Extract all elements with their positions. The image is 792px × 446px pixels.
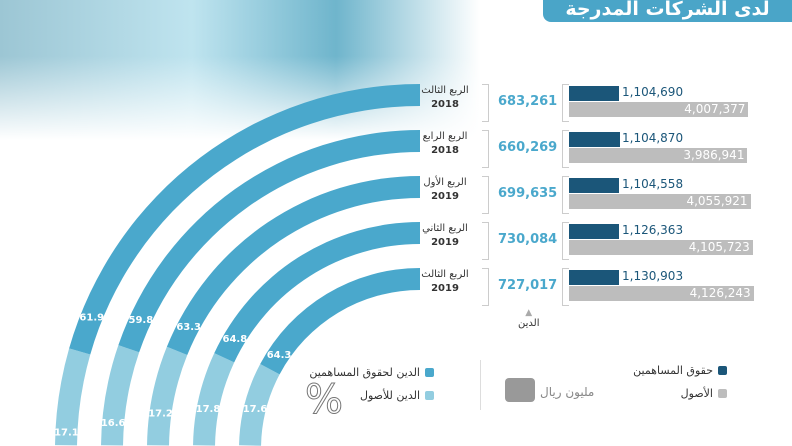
bracket xyxy=(562,84,569,122)
bracket xyxy=(482,222,489,260)
legend-assets: الأصول xyxy=(681,387,727,400)
bracket xyxy=(482,176,489,214)
debt-axis-label: الدين xyxy=(518,318,540,329)
legend-debt-assets-label: الدين للأصول xyxy=(359,389,420,402)
quarter-label: الربع الثالث 2018 xyxy=(410,84,480,112)
quarter-label: الربع الثاني 2019 xyxy=(410,222,480,250)
debt-assets-arc xyxy=(239,364,280,446)
legend-debt-assets: الدين للأصول xyxy=(360,389,434,402)
debt-equity-swatch xyxy=(425,368,434,377)
debt-equity-arc xyxy=(118,130,420,353)
debt-equity-arc xyxy=(166,176,420,355)
quarter-label: الربع الأول 2019 xyxy=(410,176,480,204)
assets-bar: 4,126,243 xyxy=(569,286,754,301)
debt-to-assets-pct-label: 17.2 xyxy=(148,409,173,420)
bracket xyxy=(562,130,569,168)
equity-bar xyxy=(569,270,620,285)
equity-swatch xyxy=(718,366,727,375)
debt-assets-arc xyxy=(147,346,188,446)
quarter-row: الربع الثاني 2019 730,084 1,126,363 4,105… xyxy=(410,222,790,262)
quarter-row: الربع الرابع 2018 660,269 1,104,870 3,986… xyxy=(410,130,790,170)
wallet-icon xyxy=(505,378,535,402)
quarter-name: الربع الرابع xyxy=(422,131,468,142)
page-title: لدى الشركات المدرجة xyxy=(543,0,792,22)
debt-to-equity-pct-label: 64.8 xyxy=(223,334,248,345)
debt-axis: ▲ الدين xyxy=(518,308,539,329)
bracket xyxy=(562,268,569,306)
debt-assets-arc xyxy=(101,345,140,446)
legend-debt-equity: الدين لحقوق المساهمين xyxy=(309,366,434,379)
quarter-label: الربع الرابع 2018 xyxy=(410,130,480,158)
quarter-year: 2019 xyxy=(431,237,459,248)
debt-equity-arc xyxy=(214,222,420,363)
equity-value: 1,104,690 xyxy=(622,85,684,99)
debt-value: 730,084 xyxy=(498,232,558,247)
debt-to-equity-pct-label: 59.8 xyxy=(129,315,154,326)
triangle-up-icon: ▲ xyxy=(525,308,533,318)
debt-to-equity-pct-label: 61.9 xyxy=(79,312,104,323)
equity-value: 1,104,558 xyxy=(622,177,684,191)
bracket xyxy=(482,84,489,122)
debt-value: 683,261 xyxy=(498,94,558,109)
equity-bar xyxy=(569,86,620,101)
assets-bar: 4,105,723 xyxy=(569,240,753,255)
quarter-row: الربع الثالث 2019 727,017 1,130,903 4,126… xyxy=(410,268,790,308)
debt-to-assets-pct-label: 17.6 xyxy=(243,404,268,415)
bracket xyxy=(482,268,489,306)
equity-value: 1,130,903 xyxy=(622,269,684,283)
background-fade xyxy=(0,0,480,140)
debt-value: 699,635 xyxy=(498,186,558,201)
quarter-year: 2019 xyxy=(431,283,459,294)
divider xyxy=(480,360,481,410)
quarter-row: الربع الأول 2019 699,635 1,104,558 4,055,… xyxy=(410,176,790,216)
assets-swatch xyxy=(718,389,727,398)
debt-assets-arc xyxy=(55,348,91,446)
debt-equity-arc xyxy=(69,84,421,355)
assets-bar: 4,007,377 xyxy=(569,102,749,117)
bracket xyxy=(482,130,489,168)
quarter-name: الربع الثالث xyxy=(421,269,469,280)
quarter-label: الربع الثالث 2019 xyxy=(410,268,480,296)
quarter-row: الربع الثالث 2018 683,261 1,104,690 4,007… xyxy=(410,84,790,124)
assets-bar: 3,986,941 xyxy=(569,148,748,163)
equity-bar xyxy=(569,178,619,193)
assets-bar: 4,055,921 xyxy=(569,194,751,209)
debt-to-assets-pct-label: 16.6 xyxy=(101,418,126,429)
quarter-year: 2019 xyxy=(431,191,459,202)
bracket xyxy=(562,176,569,214)
percent-icon: % xyxy=(304,377,344,423)
debt-to-assets-pct-label: 17.1 xyxy=(54,428,79,439)
legend-assets-label: الأصول xyxy=(680,387,713,400)
debt-equity-arc xyxy=(260,268,420,375)
legend-unit: مليون ريال xyxy=(540,385,595,399)
debt-assets-swatch xyxy=(425,391,434,400)
quarter-year: 2018 xyxy=(431,99,459,110)
quarter-year: 2018 xyxy=(431,145,459,156)
debt-to-equity-pct-label: 63.3 xyxy=(176,322,201,333)
legend-debt-equity-label: الدين لحقوق المساهمين xyxy=(309,366,420,379)
quarter-name: الربع الثالث xyxy=(421,85,469,96)
debt-to-assets-pct-label: 17.8 xyxy=(196,404,221,415)
equity-bar xyxy=(569,224,620,239)
debt-assets-arc xyxy=(193,353,235,446)
quarter-name: الربع الأول xyxy=(423,177,467,188)
bracket xyxy=(562,222,569,260)
debt-to-equity-pct-label: 64.3 xyxy=(267,350,292,361)
legend-equity: حقوق المساهمين xyxy=(633,364,727,377)
quarter-name: الربع الثاني xyxy=(422,223,468,234)
equity-value: 1,104,870 xyxy=(622,131,684,145)
legend-equity-label: حقوق المساهمين xyxy=(633,364,713,377)
equity-bar xyxy=(569,132,620,147)
debt-value: 727,017 xyxy=(498,278,558,293)
debt-value: 660,269 xyxy=(498,140,558,155)
equity-value: 1,126,363 xyxy=(622,223,684,237)
